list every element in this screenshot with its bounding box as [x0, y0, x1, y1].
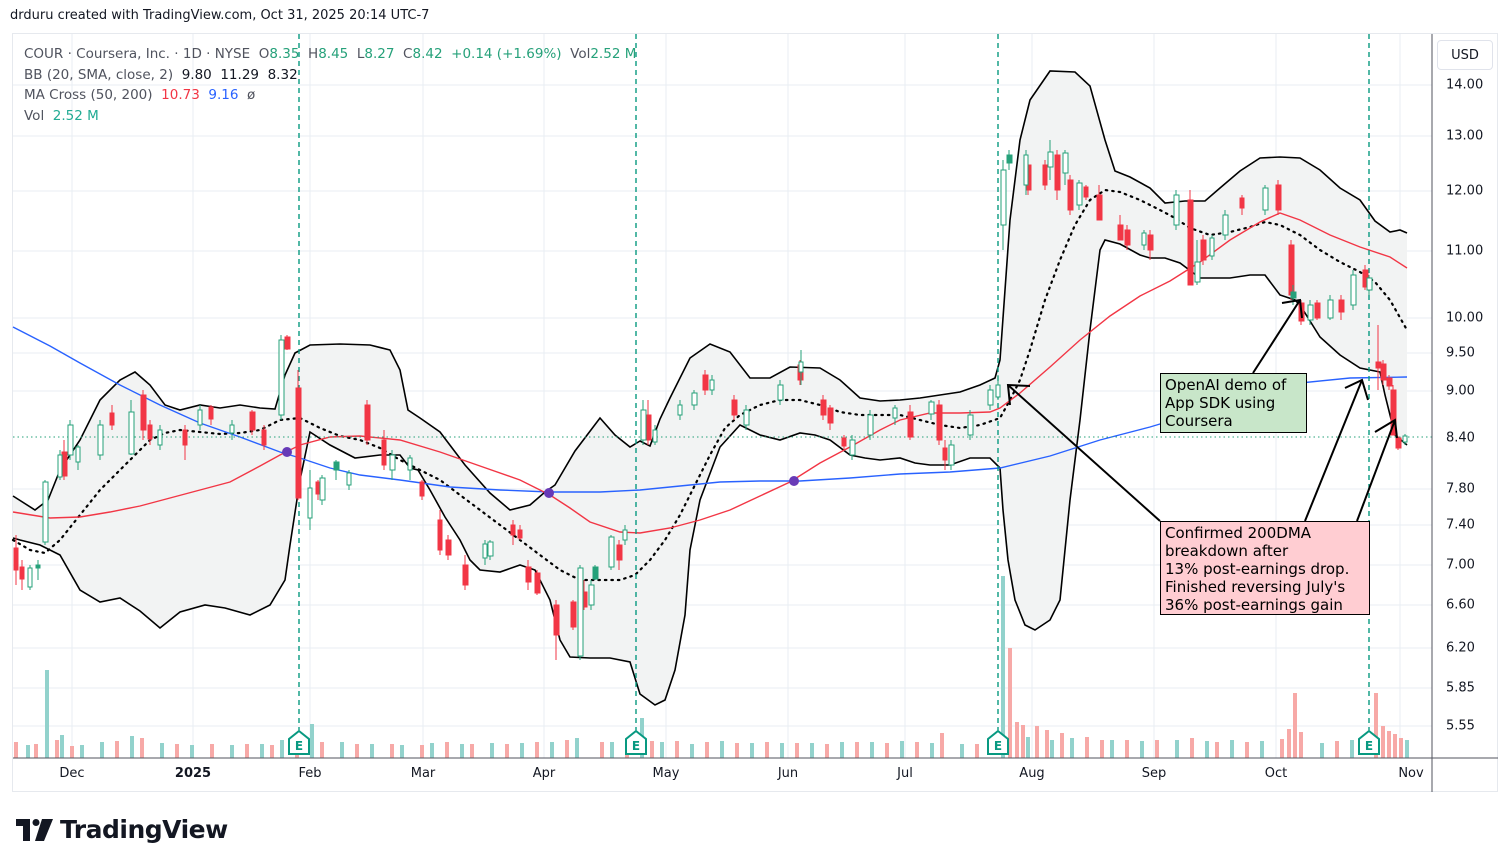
price-tick: 5.55	[1446, 718, 1475, 734]
annotation-arrows	[1006, 298, 1398, 522]
open-value: 8.35	[269, 46, 300, 62]
time-tick: Mar	[410, 766, 436, 781]
price-tick: 12.00	[1446, 183, 1484, 199]
ma200-line	[12, 326, 1408, 493]
price-tick: 10.00	[1446, 310, 1484, 326]
price-tick: 5.85	[1446, 680, 1475, 696]
price-tick: 6.20	[1446, 640, 1475, 656]
time-tick: Apr	[532, 766, 556, 781]
tradingview-logo-icon	[16, 818, 53, 841]
tradingview-logo[interactable]: TradingView	[16, 815, 228, 844]
volume-bars	[14, 576, 1409, 758]
openai-demo-note[interactable]: OpenAI demo of App SDK using Coursera	[1160, 373, 1307, 433]
symbol-title[interactable]: COUR · Coursera, Inc. · 1D · NYSE	[24, 46, 251, 62]
time-tick: Feb	[298, 766, 322, 781]
svg-text:E: E	[295, 739, 303, 753]
bollinger-basis	[11, 188, 1409, 582]
chart-legend: COUR · Coursera, Inc. · 1D · NYSE O8.35 …	[24, 44, 636, 126]
close-value: 8.42	[412, 46, 443, 62]
legend-symbol-row[interactable]: COUR · Coursera, Inc. · 1D · NYSE O8.35 …	[24, 46, 637, 62]
svg-text:E: E	[632, 739, 640, 753]
price-tick: 9.50	[1446, 345, 1475, 361]
chart-frame	[12, 33, 1498, 792]
bollinger-lower	[12, 239, 1408, 706]
bb-upper-value: 11.29	[220, 66, 259, 83]
currency-button[interactable]: USD	[1437, 40, 1493, 70]
price-tick: 8.40	[1446, 430, 1475, 446]
chart-credit: drduru created with TradingView.com, Oct…	[10, 8, 430, 23]
price-tick: 6.60	[1446, 597, 1475, 613]
ma-label[interactable]: MA Cross (50, 200)	[24, 87, 153, 103]
time-tick: Aug	[1019, 766, 1045, 781]
vol-value: 2.52 M	[590, 46, 637, 62]
earnings-marker-icon[interactable]: E	[624, 730, 648, 756]
time-tick: 2025	[174, 766, 212, 781]
ma-cross-dot	[544, 488, 554, 498]
tradingview-logo-text: TradingView	[60, 815, 228, 844]
price-tick: 7.80	[1446, 481, 1475, 497]
breakdown-note[interactable]: Confirmed 200DMA breakdown after 13% pos…	[1160, 521, 1370, 615]
time-tick: Jun	[777, 766, 799, 781]
high-value: 8.45	[318, 46, 349, 62]
bb-lower-value: 8.32	[267, 66, 298, 83]
price-tick: 7.00	[1446, 557, 1475, 573]
ma200-value: 9.16	[208, 87, 239, 103]
candles	[13, 140, 1408, 660]
ma-extra-value: ø	[247, 87, 256, 103]
time-tick: May	[652, 766, 680, 781]
low-value: 8.27	[364, 46, 395, 62]
ma-cross-dot	[282, 447, 292, 457]
svg-text:E: E	[994, 739, 1002, 753]
price-tick: 14.00	[1446, 77, 1484, 93]
price-tick: 11.00	[1446, 243, 1484, 259]
earnings-marker-icon[interactable]: E	[1357, 730, 1381, 756]
time-tick: Oct	[1264, 766, 1288, 781]
time-tick: Sep	[1141, 766, 1167, 781]
svg-text:E: E	[1365, 739, 1373, 753]
volume-value: 2.52 M	[52, 107, 99, 124]
ma50-value: 10.73	[161, 87, 200, 103]
ma-cross-dot	[789, 476, 799, 486]
volume-label[interactable]: Vol	[24, 107, 45, 124]
price-tick: 7.40	[1446, 517, 1475, 533]
bb-basis-value: 9.80	[181, 66, 212, 83]
time-tick: Nov	[1398, 766, 1424, 781]
legend-bb-row[interactable]: BB (20, SMA, close, 2) 9.80 11.29 8.32	[24, 65, 636, 86]
change-value: +0.14 (+1.69%)	[451, 46, 562, 62]
legend-vol-row[interactable]: Vol 2.52 M	[24, 106, 636, 127]
bb-label[interactable]: BB (20, SMA, close, 2)	[24, 66, 174, 83]
earnings-marker-icon[interactable]: E	[986, 730, 1010, 756]
legend-ma-row[interactable]: MA Cross (50, 200) 10.73 9.16 ø	[24, 85, 636, 106]
time-tick: Jul	[897, 766, 913, 781]
price-tick: 9.00	[1446, 383, 1475, 399]
earnings-marker-icon[interactable]: E	[287, 730, 311, 756]
time-tick: Dec	[59, 766, 85, 781]
price-tick: 13.00	[1446, 128, 1484, 144]
